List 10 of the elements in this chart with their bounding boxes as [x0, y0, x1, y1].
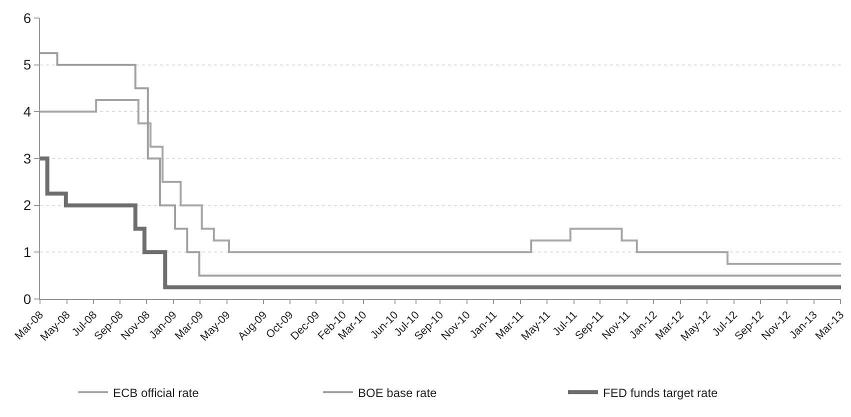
y-tick-label: 5	[23, 56, 32, 73]
y-tick-label: 4	[23, 104, 32, 120]
y-tick-label: 0	[23, 290, 32, 307]
legend-label: ECB official rate	[113, 386, 200, 400]
y-tick-label: 1	[23, 244, 32, 260]
y-tick-label: 3	[23, 150, 32, 166]
y-tick-label: 2	[23, 197, 32, 214]
legend-label: FED funds target rate	[603, 386, 718, 400]
legend-label: BOE base rate	[358, 386, 438, 400]
y-tick-label: 6	[23, 10, 32, 26]
